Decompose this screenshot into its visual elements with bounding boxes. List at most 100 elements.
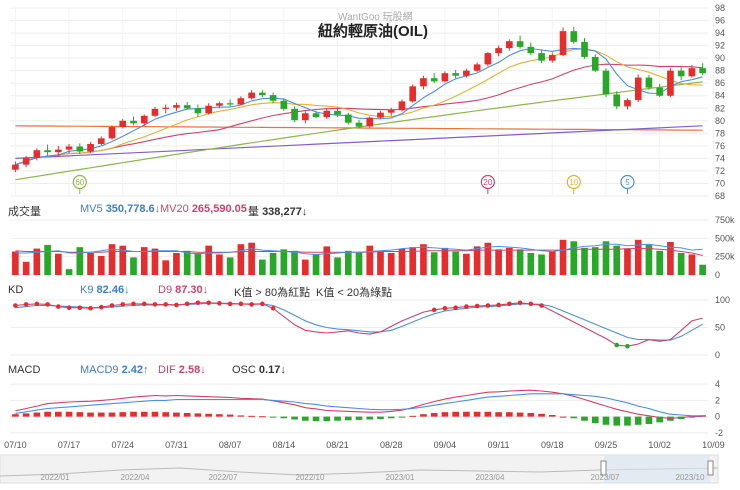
candle-body — [495, 48, 502, 54]
price-y-tick: 68 — [715, 191, 725, 201]
osc-bar — [323, 416, 331, 422]
osc-bar — [645, 416, 653, 424]
osc-bar — [248, 415, 255, 417]
osc-bar — [452, 411, 459, 417]
volume-bar — [151, 248, 159, 275]
marker-bubble — [620, 174, 635, 190]
kd-red-dot — [109, 303, 115, 308]
kd-red-dot — [539, 303, 544, 308]
volume-bar — [97, 255, 105, 275]
osc-bar — [506, 412, 513, 417]
candle-body — [248, 92, 255, 99]
osc-bar — [183, 412, 191, 417]
kd-red-dot — [206, 300, 211, 306]
volume-bar — [398, 248, 406, 275]
navigator-label: 2022/04 — [121, 473, 150, 482]
candle-body — [473, 64, 481, 71]
osc-bar — [54, 411, 62, 417]
osc-bar — [430, 412, 438, 417]
marker-bubble — [72, 174, 87, 190]
kd-red-dot — [507, 301, 512, 307]
candle-body — [22, 157, 30, 165]
osc-bar — [656, 416, 664, 423]
osc-bar — [291, 416, 298, 420]
candle-body — [602, 70, 610, 95]
volume-bar — [516, 249, 524, 275]
kd-y-tick: 100 — [715, 295, 730, 305]
macd9-legend: MACD9 2.42↑ — [80, 364, 149, 376]
volume-bar — [624, 248, 631, 275]
osc-bar — [226, 414, 234, 417]
candle-body — [559, 31, 567, 55]
kd-red-dot — [66, 305, 72, 311]
candle-body — [237, 98, 245, 105]
kd-red-dot — [528, 301, 534, 307]
x-tick-label: 08/07 — [219, 440, 242, 450]
volume-bar — [634, 239, 642, 275]
candle-body — [301, 113, 309, 121]
kd-red-dot — [152, 302, 158, 307]
candle-body — [634, 77, 642, 101]
volume-bar — [194, 253, 202, 275]
osc-bar — [119, 412, 127, 417]
volume-y-tick: 500k — [715, 233, 735, 243]
candle-body — [387, 110, 395, 113]
macd-y-tick: -2 — [715, 428, 723, 438]
osc-bar — [334, 416, 341, 421]
macd9-line — [15, 393, 703, 417]
osc-bar — [162, 412, 170, 417]
price-y-tick: 98 — [715, 3, 725, 13]
osc-bar — [409, 415, 417, 417]
price-y-tick: 78 — [715, 128, 725, 138]
osc-bar — [624, 416, 631, 426]
kd-red-dot — [23, 302, 29, 307]
volume-bar — [44, 244, 51, 275]
x-tick-label: 08/21 — [326, 440, 349, 450]
macd-y-tick: 0 — [715, 412, 720, 422]
navigator-label: 2023/04 — [476, 473, 505, 482]
candle-body — [280, 100, 288, 109]
volume-bar — [291, 250, 298, 275]
candle-body — [484, 53, 492, 65]
candle-body — [12, 164, 19, 170]
osc-bar — [570, 416, 578, 419]
price-y-tick: 92 — [715, 41, 725, 51]
macd-y-tick: 4 — [715, 379, 720, 389]
volume-bar — [377, 251, 384, 275]
candle-body — [312, 113, 320, 118]
kd-note-green: K值 < 20為綠點 — [316, 287, 393, 299]
candle-body — [216, 103, 223, 106]
kd-red-dot — [98, 304, 104, 310]
vol-mv20-legend: MV20 265,590.05↓ — [160, 203, 253, 215]
volume-y-tick: 250k — [715, 252, 735, 262]
candle-body — [108, 127, 116, 139]
x-tick-label: 09/11 — [488, 440, 510, 450]
osc-bar — [527, 412, 535, 417]
navigator-label: 2023/01 — [386, 473, 415, 482]
marker-label: 60 — [75, 178, 84, 187]
volume-bar — [699, 264, 706, 275]
volume-bar — [441, 247, 449, 275]
mv5-line — [15, 47, 703, 166]
navigator-label: 2023/10 — [676, 473, 705, 482]
osc-bar — [312, 416, 320, 422]
volume-bar — [506, 247, 513, 275]
volume-y-tick: 750k — [715, 215, 735, 225]
kd-red-dot — [45, 302, 50, 307]
osc-bar — [97, 412, 105, 417]
osc-bar — [173, 412, 180, 417]
candle-body — [613, 94, 621, 107]
kd-red-dot — [131, 301, 136, 307]
volume-bar — [162, 260, 170, 275]
candle-body — [205, 105, 212, 114]
volume-bar — [22, 261, 30, 275]
x-tick-label: 07/17 — [58, 440, 81, 450]
candle-body — [699, 68, 706, 74]
kd-red-dot — [120, 302, 126, 307]
dif-line — [15, 389, 703, 419]
osc-bar — [194, 413, 202, 417]
volume-bar — [602, 241, 610, 275]
candle-body — [688, 68, 696, 77]
navigator-track — [0, 454, 719, 484]
candle-body — [516, 41, 524, 47]
